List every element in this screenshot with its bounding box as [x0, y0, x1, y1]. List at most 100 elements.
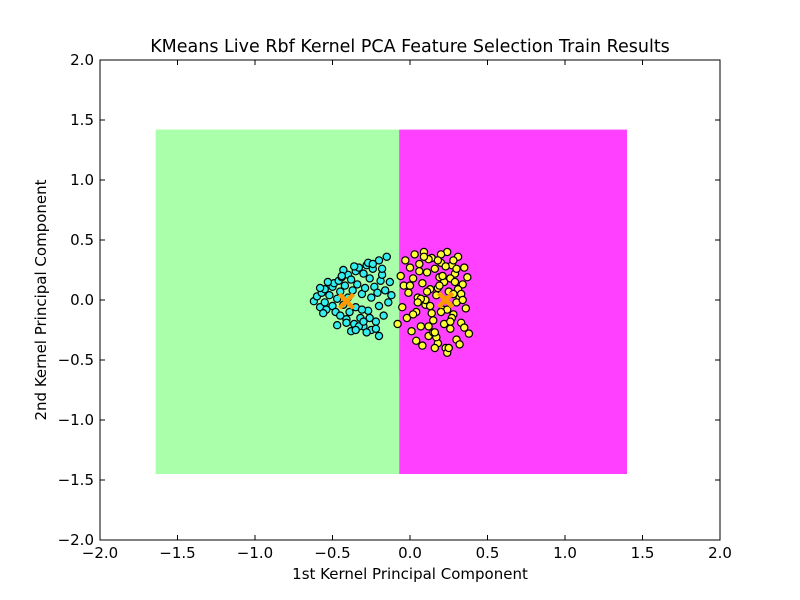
- centroid-stroke: [337, 292, 356, 310]
- point-cluster-0: [351, 325, 360, 335]
- y-tick-label: 1.0: [70, 171, 94, 189]
- point-cluster-1: [449, 256, 458, 265]
- point-cluster-0: [342, 318, 351, 327]
- point-cluster-1: [402, 313, 412, 323]
- point-cluster-1: [419, 252, 429, 261]
- x-axis-ticks: −2.0 −1.5 −1.0 −0.5 0.0 0.5 1.0 1.5 2.0: [82, 60, 732, 562]
- point-cluster-1: [461, 304, 470, 313]
- point-cluster-1: [460, 263, 469, 272]
- point-cluster-1: [418, 279, 427, 288]
- y-tick-label: −0.5: [58, 351, 94, 369]
- point-cluster-1: [452, 264, 461, 273]
- point-cluster-1: [444, 343, 453, 353]
- x-tick-label: 1.0: [553, 544, 577, 562]
- point-cluster-1: [424, 322, 433, 331]
- point-cluster-0: [362, 328, 371, 337]
- point-cluster-0: [345, 307, 354, 317]
- y-axis-ticks: −2.0 −1.5 −1.0 −0.5 0.0 0.5 1.0 1.5 2.0: [58, 51, 720, 549]
- point-cluster-0: [353, 280, 362, 289]
- point-cluster-1: [415, 267, 424, 276]
- chart-title: KMeans Live Rbf Kernel PCA Feature Selec…: [150, 37, 670, 57]
- point-cluster-1: [418, 341, 427, 350]
- point-cluster-1: [446, 324, 455, 333]
- point-cluster-1: [430, 343, 439, 353]
- point-cluster-1: [450, 277, 460, 287]
- point-cluster-0: [337, 271, 346, 281]
- point-cluster-0: [365, 274, 374, 283]
- point-cluster-1: [464, 329, 474, 338]
- point-cluster-1: [408, 310, 418, 319]
- point-cluster-0: [368, 259, 377, 269]
- decision-region-cluster-1: [399, 129, 627, 474]
- point-cluster-0: [346, 275, 356, 284]
- y-tick-label: −1.5: [58, 471, 94, 489]
- point-cluster-1: [433, 256, 443, 265]
- x-tick-label: −1.0: [237, 544, 273, 562]
- point-cluster-1: [407, 327, 416, 336]
- point-cluster-0: [384, 298, 393, 307]
- x-tick-label: 2.0: [708, 544, 732, 562]
- y-axis-label: 2nd Kernel Principal Component: [32, 179, 50, 420]
- point-cluster-0: [379, 311, 388, 320]
- point-cluster-0: [381, 286, 390, 295]
- point-cluster-1: [415, 259, 424, 269]
- point-cluster-0: [319, 309, 328, 318]
- y-tick-label: −1.0: [58, 411, 94, 429]
- point-cluster-1: [405, 281, 415, 290]
- y-tick-label: 2.0: [70, 51, 94, 69]
- x-tick-label: 0.5: [476, 544, 500, 562]
- centroid-marker-cluster-0: [337, 292, 356, 310]
- x-tick-label: −1.5: [159, 544, 195, 562]
- point-cluster-1: [446, 317, 455, 326]
- point-cluster-1: [412, 336, 421, 345]
- point-cluster-1: [393, 319, 402, 329]
- point-cluster-1: [401, 256, 410, 265]
- decision-regions: [155, 129, 627, 474]
- point-cluster-0: [360, 283, 370, 293]
- point-cluster-1: [430, 264, 439, 273]
- x-tick-label: 1.5: [631, 544, 655, 562]
- scatter-points: [309, 247, 474, 357]
- x-tick-label: 0.0: [398, 544, 422, 562]
- point-cluster-0: [350, 262, 359, 271]
- point-cluster-0: [374, 331, 384, 341]
- point-cluster-1: [425, 301, 435, 311]
- point-cluster-1: [408, 274, 418, 283]
- point-cluster-0: [359, 269, 368, 278]
- cluster-centroids: [337, 291, 455, 310]
- centroid-marker-cluster-1: [437, 291, 455, 309]
- point-cluster-1: [416, 322, 426, 331]
- point-cluster-1: [404, 288, 413, 297]
- point-cluster-0: [340, 281, 350, 290]
- point-cluster-0: [367, 293, 376, 302]
- point-cluster-1: [427, 309, 436, 318]
- decision-region-cluster-0-boundary: [155, 129, 400, 474]
- point-cluster-0: [332, 294, 342, 303]
- point-cluster-0: [325, 291, 334, 300]
- point-cluster-0: [374, 301, 384, 311]
- y-tick-label: 1.5: [70, 111, 94, 129]
- point-cluster-1: [396, 271, 405, 281]
- y-tick-label: −2.0: [58, 531, 94, 549]
- point-cluster-0: [385, 277, 395, 287]
- point-cluster-1: [410, 250, 419, 259]
- x-axis-label: 1st Kernel Principal Component: [292, 565, 528, 583]
- point-cluster-1: [436, 307, 446, 317]
- point-cluster-0: [359, 317, 368, 326]
- point-cluster-1: [455, 340, 464, 349]
- y-tick-label: 0.5: [70, 231, 94, 249]
- point-cluster-1: [422, 268, 432, 277]
- point-cluster-1: [435, 281, 444, 290]
- point-cluster-0: [320, 298, 329, 307]
- point-cluster-1: [460, 323, 469, 332]
- x-tick-label: −0.5: [314, 544, 350, 562]
- point-cluster-0: [387, 291, 396, 300]
- point-cluster-0: [374, 256, 384, 265]
- point-cluster-0: [323, 277, 333, 287]
- point-cluster-1: [441, 262, 450, 271]
- point-cluster-1: [422, 287, 432, 296]
- point-cluster-1: [458, 295, 467, 305]
- point-cluster-1: [438, 271, 447, 281]
- centroid-stroke: [437, 291, 455, 309]
- point-cluster-1: [398, 303, 407, 312]
